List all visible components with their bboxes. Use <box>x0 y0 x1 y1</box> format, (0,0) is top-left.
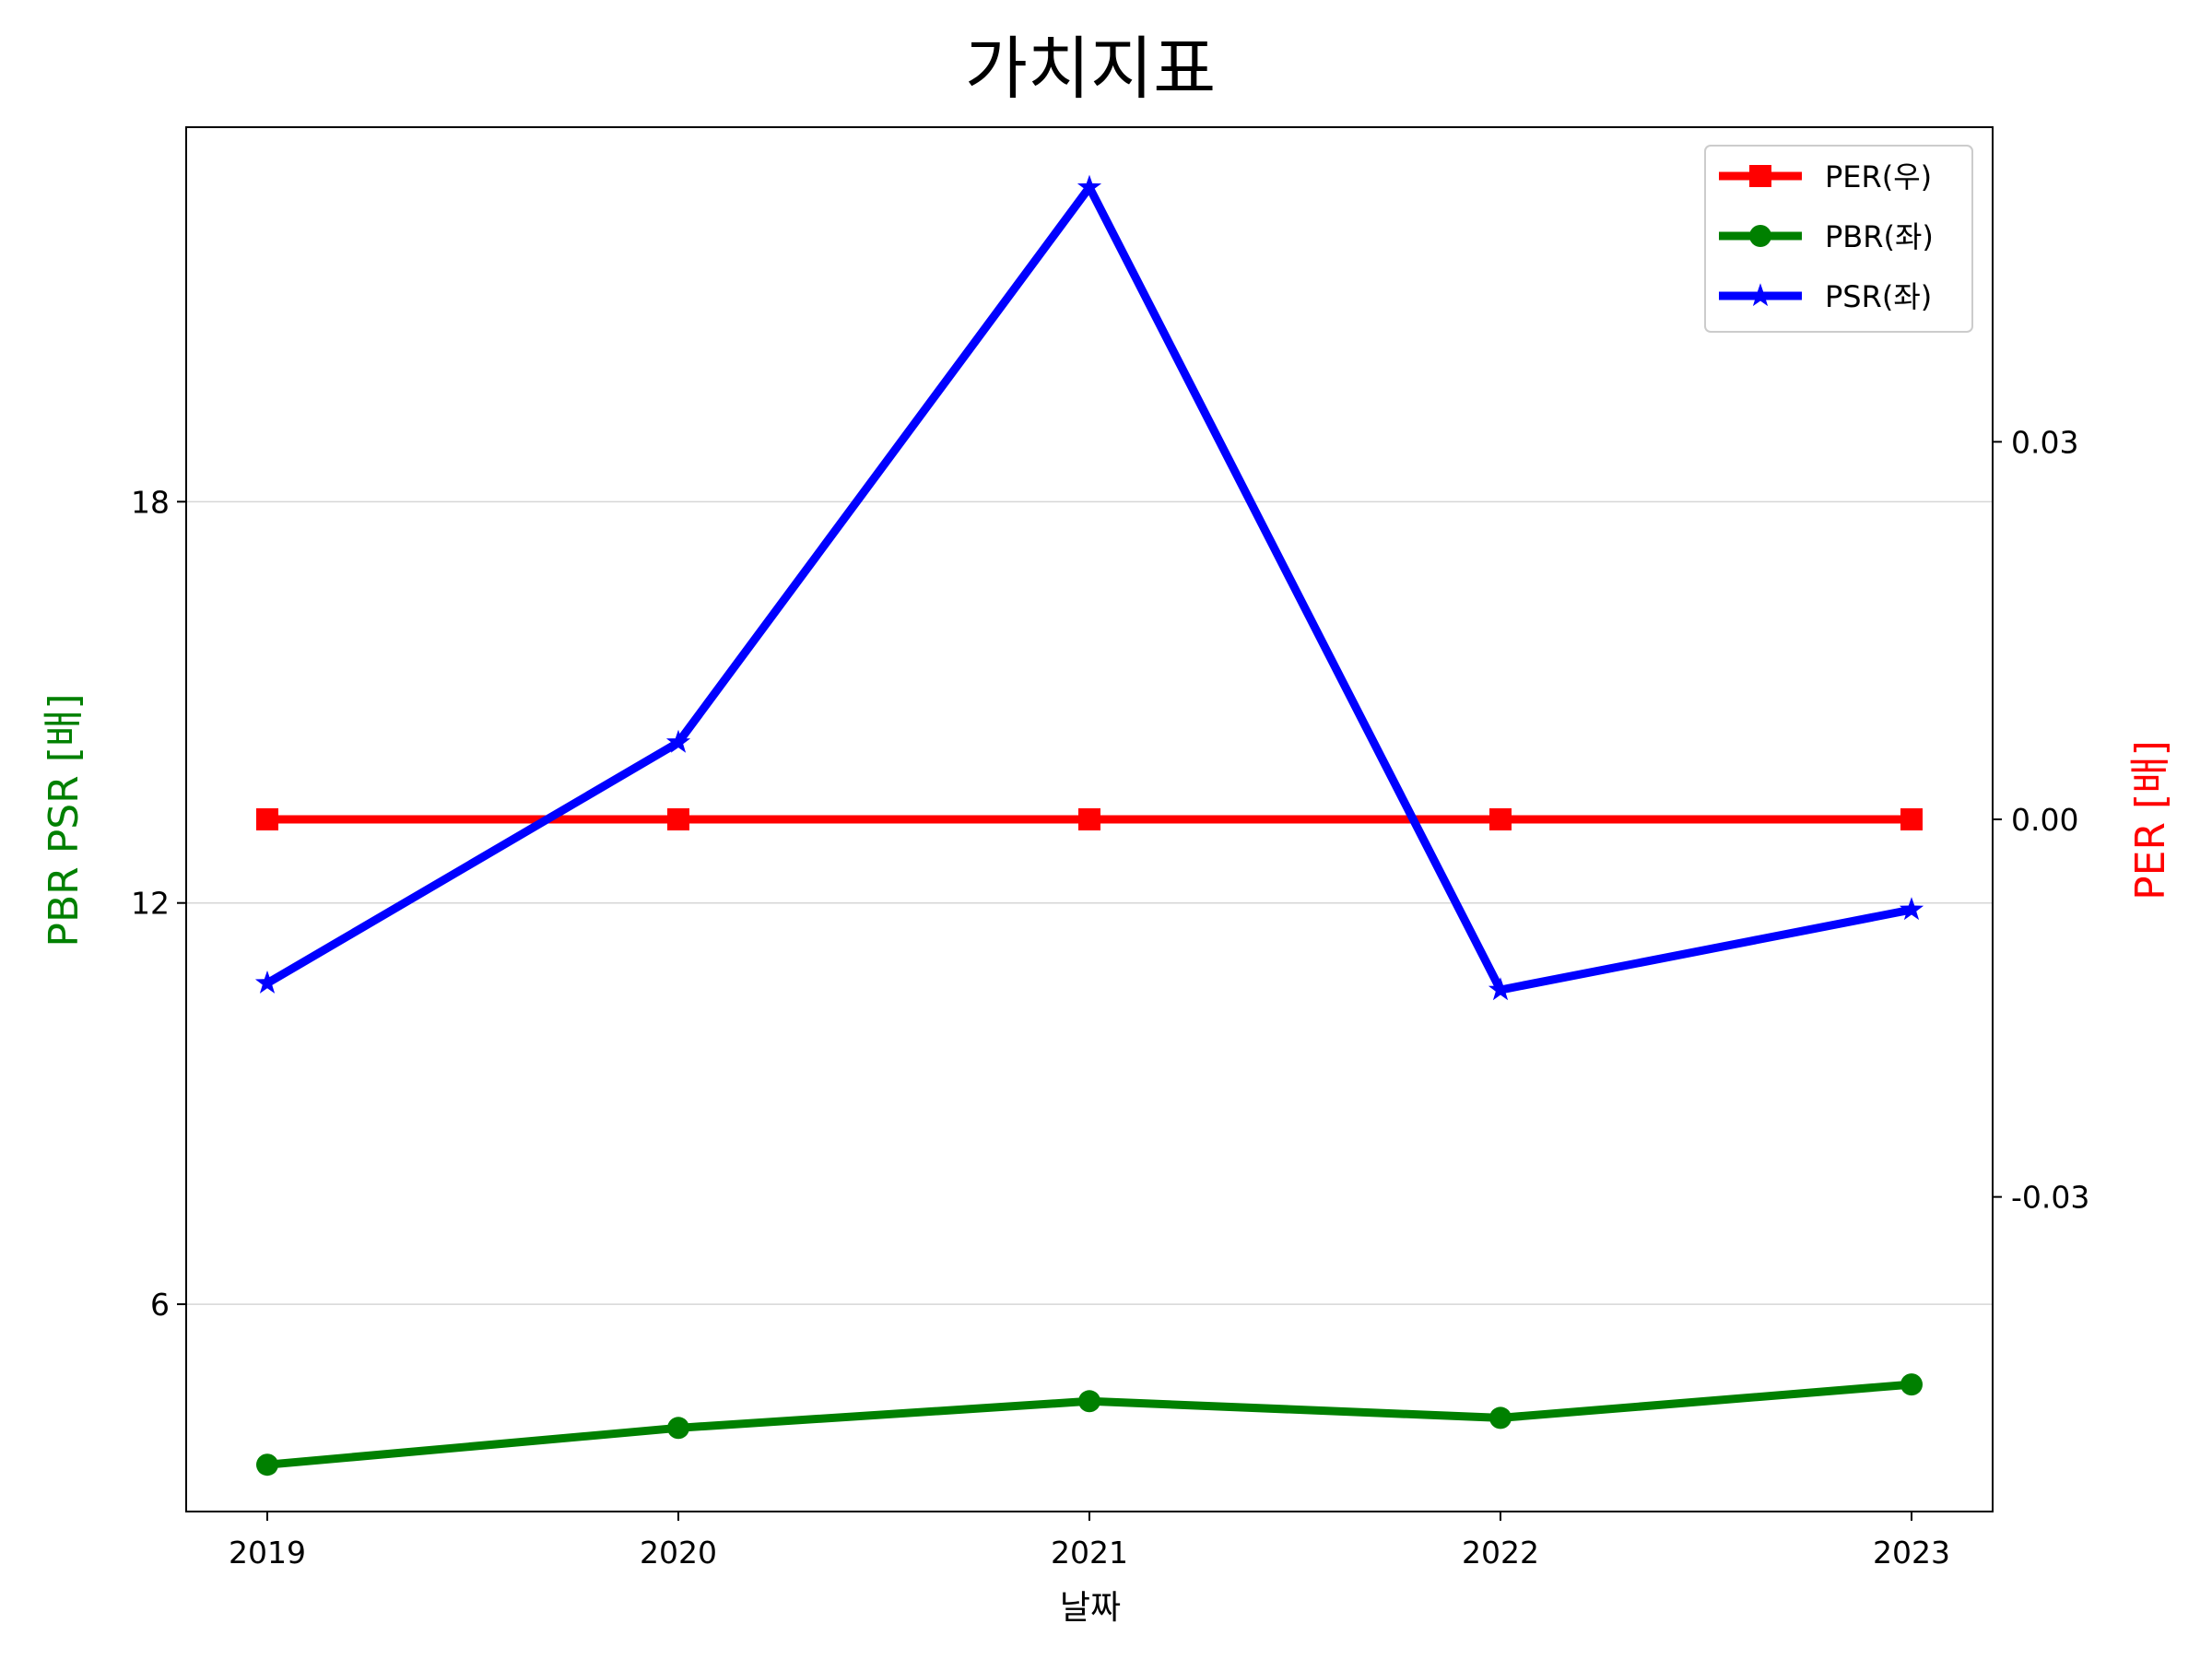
right-axis-label: PER [배] <box>2127 740 2174 900</box>
legend: PER(우) PBR(좌) PSR(좌) <box>1704 145 1973 333</box>
legend-marker <box>1749 165 1771 187</box>
legend-entry: PBR(좌) <box>1719 219 1934 254</box>
data-point <box>665 729 691 753</box>
right-y-axis: 0.03 0.00 -0.03 <box>1993 424 2089 1216</box>
x-axis-label: 날짜 <box>1060 1589 1121 1627</box>
data-point <box>1489 808 1512 830</box>
data-point <box>1900 808 1923 830</box>
data-point <box>254 971 280 994</box>
series-PSR(좌) <box>254 174 1924 1001</box>
left-tick-label: 12 <box>131 886 170 922</box>
series-PBR(좌) <box>256 1373 1923 1477</box>
data-point <box>667 808 689 830</box>
right-tick-label: 0.00 <box>2011 802 2078 838</box>
legend-entry: PSR(좌) <box>1719 279 1932 314</box>
x-axis: 2019 2020 2021 2022 2023 <box>229 1512 1950 1571</box>
left-axis-label: PBR PSR [배] <box>41 693 88 947</box>
right-tick-label: -0.03 <box>2011 1180 2089 1216</box>
chart-title: 가치지표 <box>965 29 1216 109</box>
legend-label: PER(우) <box>1825 159 1932 194</box>
legend-label: PSR(좌) <box>1825 279 1932 314</box>
data-point <box>667 1417 689 1440</box>
left-tick-label: 18 <box>131 484 170 520</box>
gridlines <box>186 500 1993 1305</box>
left-tick-label: 6 <box>150 1287 170 1323</box>
data-point <box>1078 808 1100 830</box>
data-point <box>1489 1406 1512 1430</box>
x-tick-label: 2019 <box>229 1535 306 1571</box>
legend-box <box>1704 145 1973 333</box>
data-point <box>1899 897 1924 921</box>
right-tick-label: 0.03 <box>2011 424 2078 460</box>
data-point <box>1488 977 1513 1001</box>
legend-entry: PER(우) <box>1719 159 1932 194</box>
data-point <box>1900 1373 1923 1396</box>
data-point <box>256 808 278 830</box>
x-tick-label: 2022 <box>1462 1535 1539 1571</box>
data-point <box>1077 174 1102 198</box>
legend-label: PBR(좌) <box>1825 219 1934 254</box>
legend-marker <box>1749 225 1771 247</box>
left-y-axis: 6 12 18 <box>131 484 186 1323</box>
x-tick-label: 2023 <box>1873 1535 1950 1571</box>
data-point <box>256 1453 278 1477</box>
x-tick-label: 2021 <box>1051 1535 1128 1571</box>
x-tick-label: 2020 <box>640 1535 717 1571</box>
legend-marker <box>1747 283 1773 307</box>
data-point <box>1078 1390 1100 1413</box>
series-lines <box>254 174 1924 1477</box>
